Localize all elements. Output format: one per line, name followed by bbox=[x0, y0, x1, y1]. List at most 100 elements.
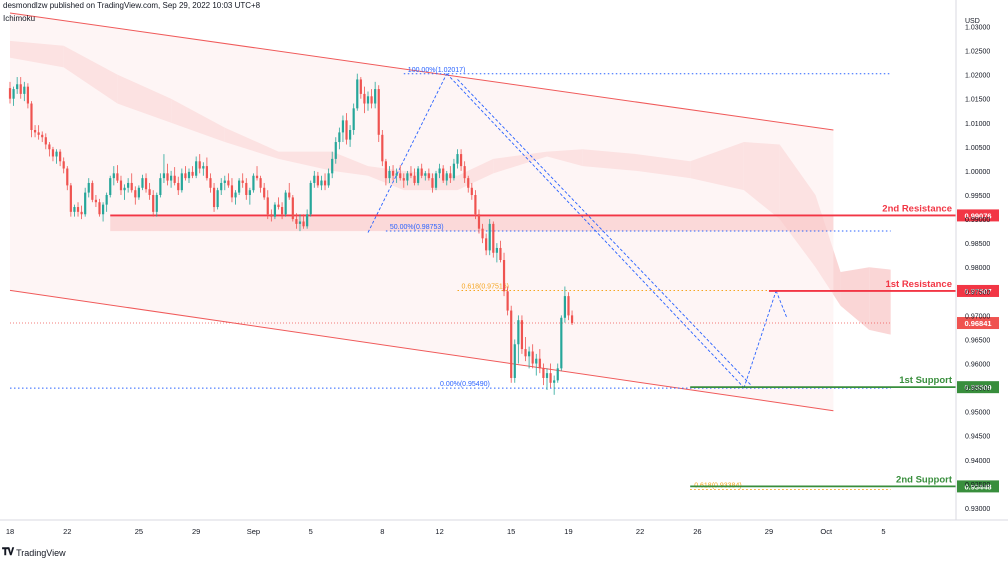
candle[interactable] bbox=[406, 170, 409, 186]
candle[interactable] bbox=[141, 174, 144, 191]
candle[interactable] bbox=[248, 187, 251, 205]
candle[interactable] bbox=[148, 182, 151, 200]
candle[interactable] bbox=[252, 173, 255, 193]
candle[interactable] bbox=[173, 167, 176, 186]
candle[interactable] bbox=[280, 202, 284, 220]
candle[interactable] bbox=[209, 173, 212, 193]
candle[interactable] bbox=[159, 173, 162, 198]
candle[interactable] bbox=[69, 182, 72, 217]
candle[interactable] bbox=[187, 168, 191, 183]
candle[interactable] bbox=[488, 219, 491, 256]
candle[interactable] bbox=[109, 175, 112, 198]
candle[interactable] bbox=[513, 339, 516, 383]
candle[interactable] bbox=[263, 182, 266, 200]
candle[interactable] bbox=[477, 209, 481, 234]
candle[interactable] bbox=[12, 86, 15, 106]
candle[interactable] bbox=[238, 178, 241, 195]
trend-line[interactable] bbox=[367, 73, 448, 233]
candle[interactable] bbox=[19, 77, 22, 99]
candle[interactable] bbox=[51, 146, 55, 162]
candle[interactable] bbox=[37, 125, 40, 140]
candle[interactable] bbox=[481, 223, 484, 244]
candle[interactable] bbox=[349, 125, 352, 147]
candle[interactable] bbox=[424, 170, 427, 181]
candle[interactable] bbox=[91, 180, 94, 203]
candle[interactable] bbox=[352, 103, 355, 135]
candle[interactable] bbox=[549, 363, 552, 388]
candle[interactable] bbox=[535, 353, 538, 376]
candle[interactable] bbox=[399, 165, 402, 181]
candle[interactable] bbox=[506, 286, 509, 316]
candle[interactable] bbox=[341, 115, 345, 143]
candle[interactable] bbox=[556, 363, 559, 383]
candle[interactable] bbox=[119, 175, 123, 195]
candle[interactable] bbox=[570, 310, 574, 325]
candle[interactable] bbox=[528, 346, 531, 369]
candle[interactable] bbox=[316, 171, 319, 188]
candle[interactable] bbox=[59, 149, 62, 167]
candle[interactable] bbox=[374, 81, 377, 109]
indicator-name[interactable]: Ichimoku bbox=[3, 14, 36, 23]
candle[interactable] bbox=[563, 286, 566, 323]
candle[interactable] bbox=[313, 170, 316, 188]
candle[interactable] bbox=[345, 113, 348, 145]
candle[interactable] bbox=[216, 187, 219, 210]
candle[interactable] bbox=[155, 192, 158, 217]
candle[interactable] bbox=[277, 197, 280, 210]
candle[interactable] bbox=[191, 166, 194, 179]
candle[interactable] bbox=[62, 157, 65, 174]
candle[interactable] bbox=[227, 173, 230, 188]
candle[interactable] bbox=[442, 165, 445, 183]
candle[interactable] bbox=[259, 175, 262, 193]
candle[interactable] bbox=[467, 175, 470, 193]
candle[interactable] bbox=[198, 154, 201, 174]
candle[interactable] bbox=[431, 173, 434, 193]
candle[interactable] bbox=[381, 130, 384, 167]
candle[interactable] bbox=[470, 182, 473, 200]
candle[interactable] bbox=[359, 77, 362, 99]
candle[interactable] bbox=[302, 214, 305, 229]
candle[interactable] bbox=[510, 305, 513, 383]
candle[interactable] bbox=[298, 214, 302, 232]
candle[interactable] bbox=[66, 166, 69, 191]
candle[interactable] bbox=[445, 170, 448, 186]
candle[interactable] bbox=[388, 166, 391, 183]
candle[interactable] bbox=[270, 209, 273, 222]
candle[interactable] bbox=[94, 195, 98, 208]
candle[interactable] bbox=[553, 375, 556, 395]
candle[interactable] bbox=[306, 209, 309, 229]
candle[interactable] bbox=[402, 173, 405, 188]
candle[interactable] bbox=[30, 101, 33, 138]
candle[interactable] bbox=[291, 195, 294, 222]
candle[interactable] bbox=[134, 186, 137, 205]
time-axis[interactable]: 18 22 25 29 Sep 5 8 12 15 19 22 26 29 Oct 5 bbox=[6, 527, 886, 536]
candle[interactable] bbox=[449, 166, 452, 183]
candle[interactable] bbox=[502, 252, 506, 297]
candle[interactable] bbox=[524, 337, 527, 362]
candle[interactable] bbox=[123, 184, 126, 200]
candle[interactable] bbox=[195, 156, 198, 179]
candle[interactable] bbox=[241, 173, 244, 188]
candle[interactable] bbox=[23, 81, 26, 102]
candle[interactable] bbox=[130, 173, 133, 193]
candle[interactable] bbox=[230, 178, 234, 203]
trend-line[interactable] bbox=[457, 79, 752, 386]
candle[interactable] bbox=[144, 173, 148, 193]
candle[interactable] bbox=[266, 190, 269, 220]
footer-branding[interactable]: 𝐓𝐕 TradingView bbox=[2, 547, 66, 558]
candle[interactable] bbox=[517, 315, 520, 364]
candle[interactable] bbox=[331, 151, 334, 179]
candle[interactable] bbox=[413, 168, 416, 186]
candle[interactable] bbox=[152, 190, 155, 217]
candle[interactable] bbox=[363, 86, 366, 114]
candle[interactable] bbox=[463, 161, 466, 183]
candle[interactable] bbox=[366, 91, 370, 111]
candle[interactable] bbox=[395, 168, 398, 183]
candle[interactable] bbox=[295, 213, 298, 229]
candle[interactable] bbox=[545, 368, 549, 390]
candle[interactable] bbox=[223, 175, 226, 191]
candle[interactable] bbox=[531, 344, 534, 369]
candle[interactable] bbox=[16, 77, 19, 94]
candle[interactable] bbox=[485, 233, 488, 256]
candle[interactable] bbox=[137, 185, 140, 200]
